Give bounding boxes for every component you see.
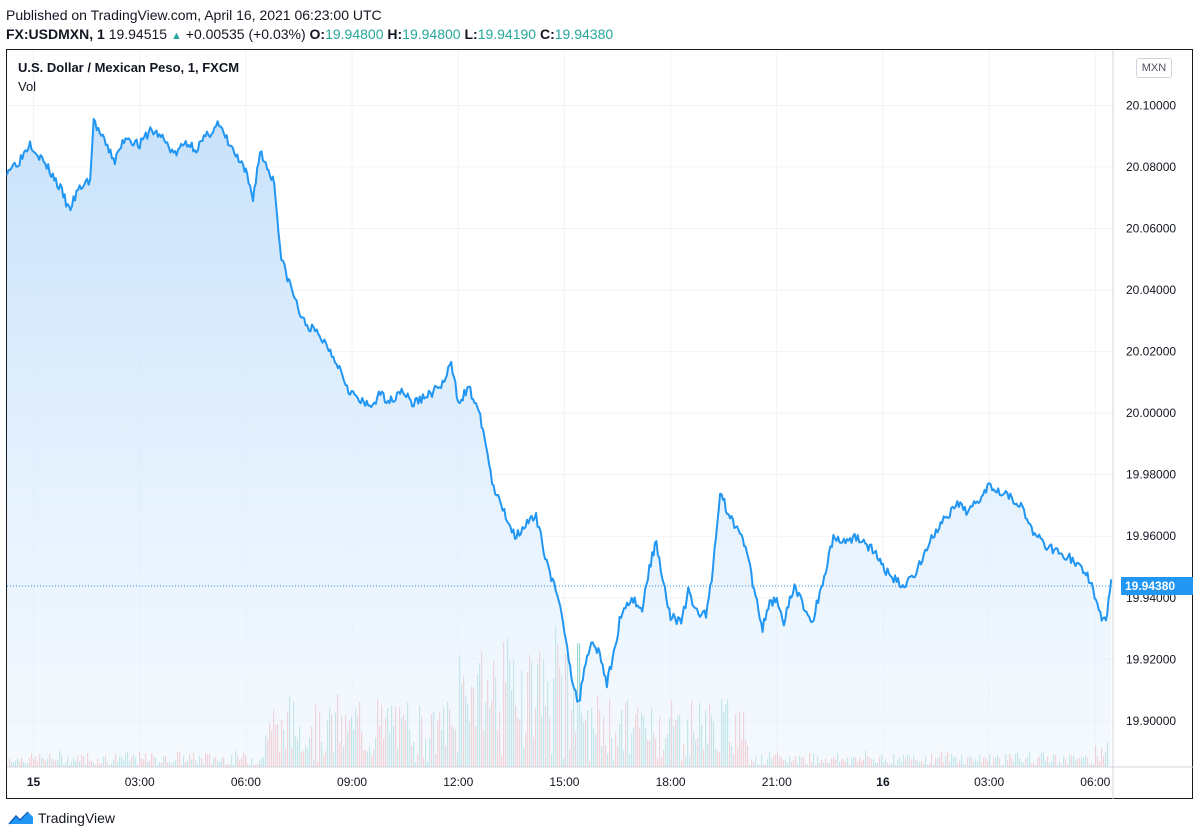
published-info: Published on TradingView.com, April 16, …	[6, 7, 382, 23]
chart-frame	[6, 49, 1193, 799]
x-tick-label: 09:00	[337, 775, 367, 789]
open-value: 19.94800	[325, 26, 384, 42]
x-tick-label: 16	[876, 775, 890, 789]
low-value: 19.94190	[477, 26, 537, 42]
high-value: 19.94800	[402, 26, 461, 42]
tradingview-logo-icon	[8, 811, 33, 825]
y-tick-label: 20.08000	[1126, 160, 1176, 174]
y-tick-label: 19.92000	[1126, 652, 1176, 666]
symbol-label: FX:USDMXN, 1	[6, 26, 105, 42]
x-tick-label: 12:00	[443, 775, 473, 789]
current-price-tag	[1121, 577, 1193, 596]
current-price-label: 19.94380	[1125, 579, 1175, 593]
x-tick-label: 03:00	[974, 775, 1004, 789]
x-tick-label: 15	[27, 775, 41, 789]
y-tick-label: 19.98000	[1126, 468, 1176, 482]
open-label: O:	[309, 26, 326, 42]
y-tick-label: 20.02000	[1126, 345, 1176, 359]
price-area	[6, 117, 1113, 767]
ohlc-bar: FX:USDMXN, 1 19.94515 ▲ +0.00535 (+0.03%…	[6, 26, 613, 42]
price-area-fill	[7, 118, 1112, 767]
chart-title: U.S. Dollar / Mexican Peso, 1, FXCM	[18, 60, 240, 75]
last-price: 19.94515	[108, 26, 168, 42]
x-tick-label: 21:00	[762, 775, 792, 789]
y-tick-label: 20.00000	[1126, 406, 1176, 420]
y-tick-label: 20.10000	[1126, 98, 1176, 112]
price-line	[6, 117, 1113, 703]
up-arrow-icon: ▲	[170, 30, 182, 42]
footer-brand[interactable]: TradingView	[8, 810, 115, 826]
volume-label: Vol	[18, 79, 37, 94]
x-tick-label: 03:00	[125, 775, 155, 789]
x-tick-label: 18:00	[656, 775, 686, 789]
high-label: H:	[387, 26, 403, 42]
x-tick-label: 15:00	[549, 775, 579, 789]
close-label: C:	[539, 26, 555, 42]
low-label: L:	[464, 26, 478, 42]
y-tick-label: 19.96000	[1126, 529, 1176, 543]
y-tick-label: 20.04000	[1126, 283, 1176, 297]
currency-badge[interactable]: MXN	[1136, 58, 1172, 78]
axes: 20.10000 20.08000 20.06000 20.04000 20.02000…	[7, 50, 1193, 799]
price-change: +0.00535 (+0.03%)	[185, 26, 306, 42]
y-tick-label: 19.90000	[1126, 714, 1176, 728]
x-tick-label: 06:00	[1080, 775, 1110, 789]
x-tick-label: 06:00	[231, 775, 261, 789]
close-value: 19.94380	[554, 26, 614, 42]
brand-name: TradingView	[38, 810, 116, 826]
y-tick-label: 20.06000	[1126, 221, 1176, 235]
